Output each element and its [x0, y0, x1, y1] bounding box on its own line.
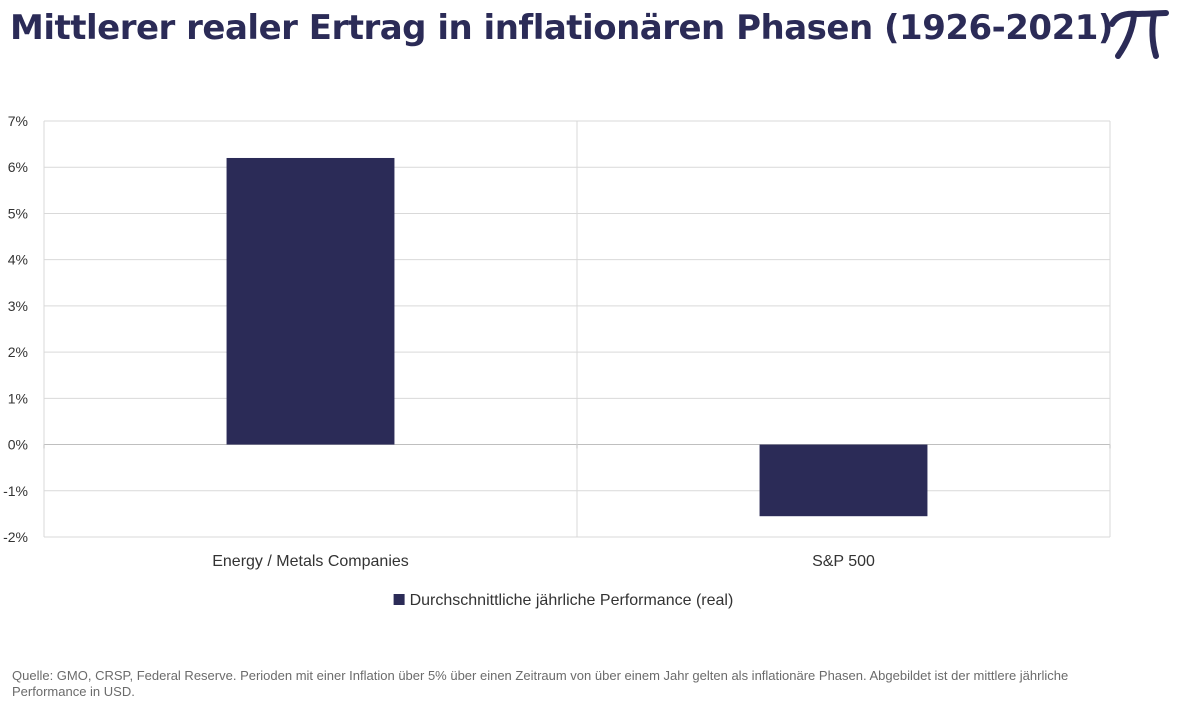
y-tick-label: 1% — [8, 390, 28, 406]
y-tick-label: 2% — [8, 344, 28, 360]
legend-swatch — [393, 594, 405, 605]
y-tick-label: 3% — [8, 298, 28, 314]
bar — [226, 157, 395, 445]
bar — [759, 444, 928, 517]
y-tick-label: -2% — [3, 529, 28, 545]
x-category-label: Energy / Metals Companies — [212, 553, 409, 570]
y-tick-label: -1% — [3, 483, 28, 499]
y-tick-label: 6% — [8, 159, 28, 175]
bar-chart: -2% -1% 0% 1% 2% 3% 4% 5% 6% 7% Energy / Metals Co… — [3, 113, 1111, 609]
pi-logo-icon — [1109, 10, 1169, 59]
page-title: Mittlerer realer Ertrag in inflationären… — [10, 8, 1113, 48]
y-tick-label: 0% — [8, 437, 28, 453]
y-tick-label: 4% — [8, 252, 28, 268]
y-tick-label: 7% — [8, 113, 28, 129]
source-note: Quelle: GMO, CRSP, Federal Reserve. Peri… — [12, 668, 1069, 699]
legend-label: Durchschnittliche jährliche Performance … — [410, 592, 734, 609]
y-tick-label: 5% — [8, 205, 28, 221]
x-category-label: S&P 500 — [812, 553, 875, 570]
